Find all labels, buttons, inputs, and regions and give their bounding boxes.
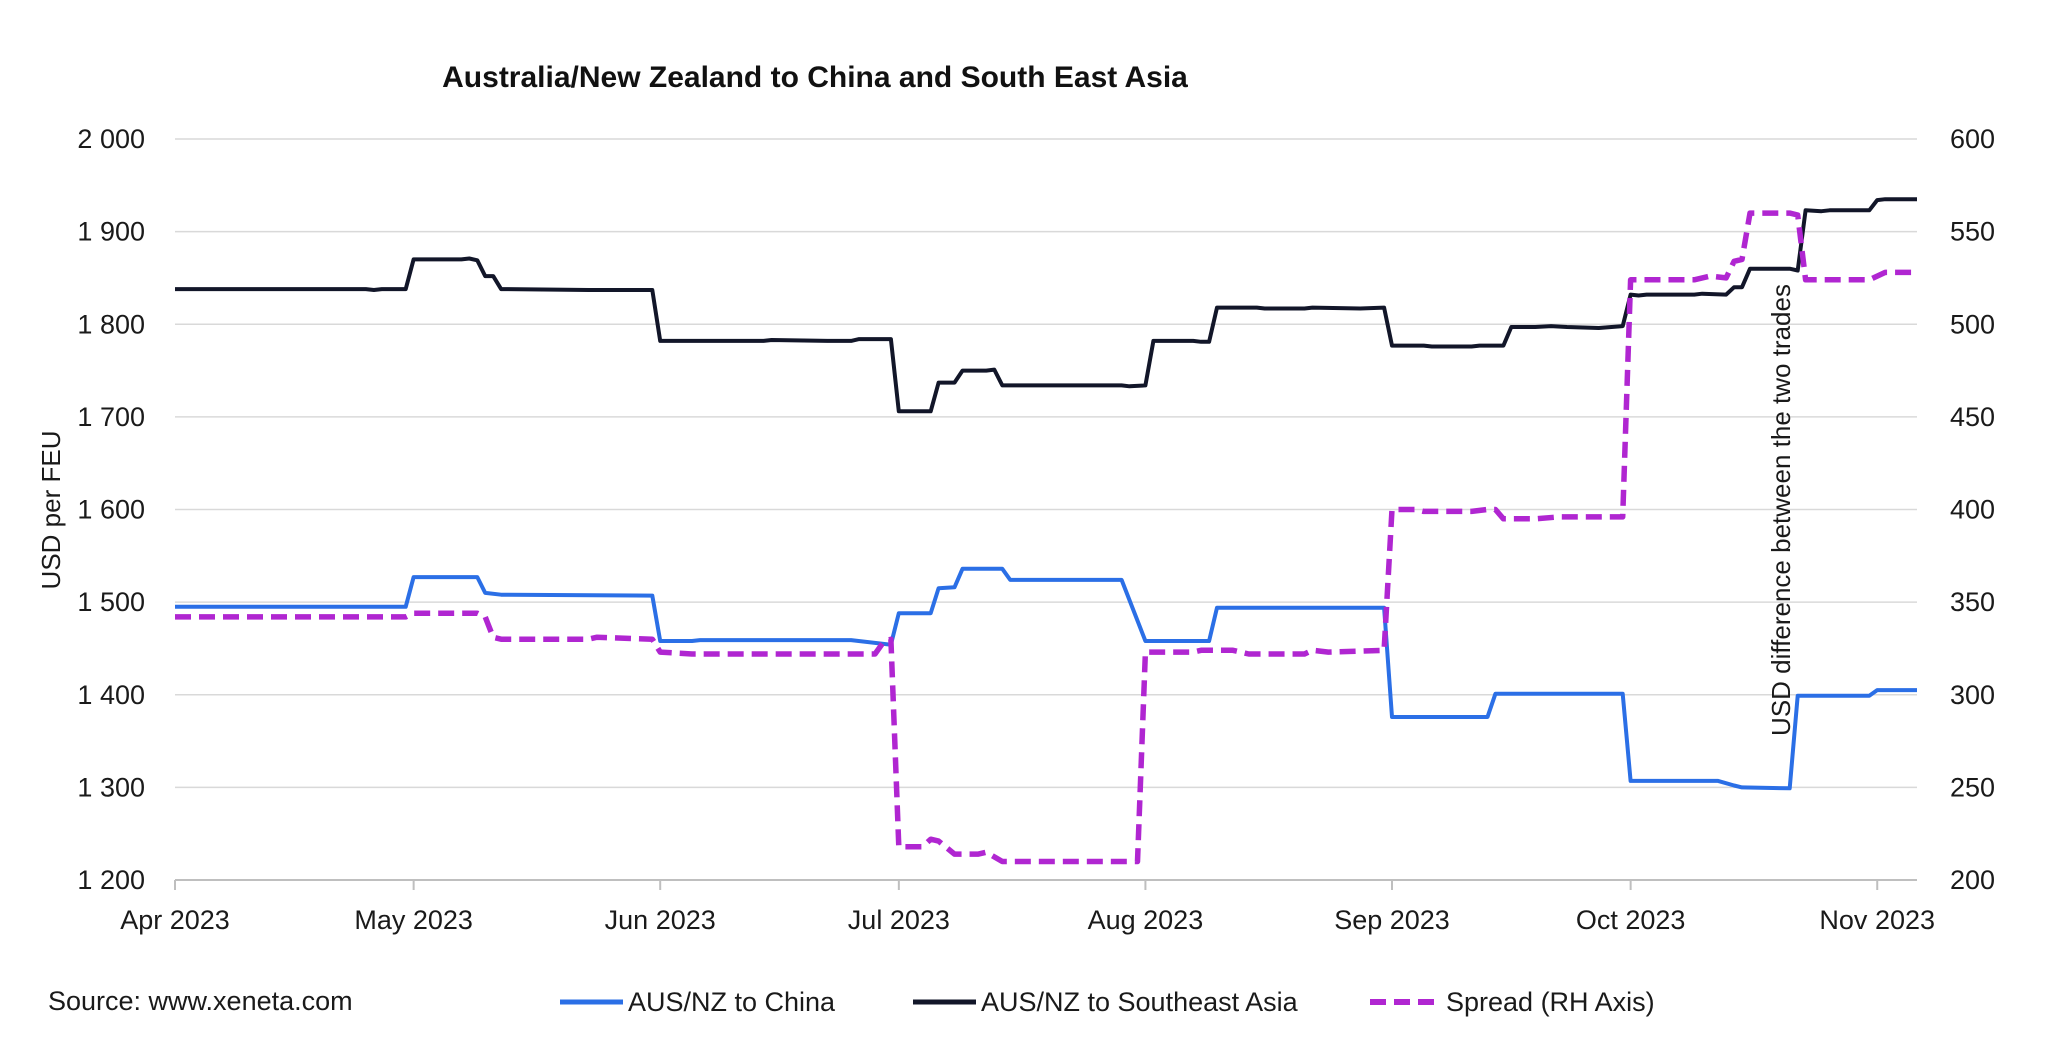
y-left-tick-label: 1 400 xyxy=(77,680,145,710)
y-right-tick-label: 600 xyxy=(1950,124,1995,154)
source-note: Source: www.xeneta.com xyxy=(48,986,353,1016)
y-left-tick-label: 1 300 xyxy=(77,772,145,802)
y-left-tick-label: 1 800 xyxy=(77,309,145,339)
y-right-tick-label: 250 xyxy=(1950,772,1995,802)
y-right-tick-label: 200 xyxy=(1950,865,1995,895)
y-axis-left-label: USD per FEU xyxy=(36,431,66,590)
x-tick-label: May 2023 xyxy=(354,905,473,935)
x-tick-label: Apr 2023 xyxy=(120,905,230,935)
y-axis-right-label: USD difference between the two trades xyxy=(1766,284,1796,736)
y-left-tick-label: 1 700 xyxy=(77,402,145,432)
x-tick-label: Sep 2023 xyxy=(1334,905,1450,935)
y-right-tick-label: 550 xyxy=(1950,217,1995,247)
legend-label-spread: Spread (RH Axis) xyxy=(1446,987,1655,1017)
y-right-tick-label: 450 xyxy=(1950,402,1995,432)
gridlines xyxy=(175,138,1917,789)
series-line-southeast-asia xyxy=(175,197,1917,414)
axes xyxy=(174,879,1917,890)
x-tick-label: Nov 2023 xyxy=(1819,905,1935,935)
y-left-tick-label: 1 900 xyxy=(77,217,145,247)
x-tick-label: Jul 2023 xyxy=(848,905,950,935)
plot-area xyxy=(175,197,1917,865)
series-line-spread xyxy=(175,210,1917,865)
y-right-tick-label: 350 xyxy=(1950,587,1995,617)
legend: AUS/NZ to China AUS/NZ to Southeast Asia… xyxy=(560,987,1655,1017)
y-left-tick-label: 1 500 xyxy=(77,587,145,617)
y-left-tick-label: 1 200 xyxy=(77,865,145,895)
y-right-tick-label: 300 xyxy=(1950,680,1995,710)
x-tick-label: Jun 2023 xyxy=(605,905,716,935)
legend-label-sea: AUS/NZ to Southeast Asia xyxy=(981,987,1299,1017)
series-line-china xyxy=(175,566,1917,791)
y-left-tick-label: 2 000 xyxy=(77,124,145,154)
y-right-tick-label: 400 xyxy=(1950,495,1995,525)
legend-label-china: AUS/NZ to China xyxy=(628,987,836,1017)
tick-labels: 1 200 1 300 1 400 1 500 1 600 1 700 1 800 1 900… xyxy=(77,124,1995,935)
y-right-tick-label: 500 xyxy=(1950,309,1995,339)
x-tick-label: Oct 2023 xyxy=(1576,905,1686,935)
chart-title: Australia/New Zealand to China and South… xyxy=(442,61,1188,94)
x-tick-label: Aug 2023 xyxy=(1088,905,1204,935)
y-left-tick-label: 1 600 xyxy=(77,495,145,525)
